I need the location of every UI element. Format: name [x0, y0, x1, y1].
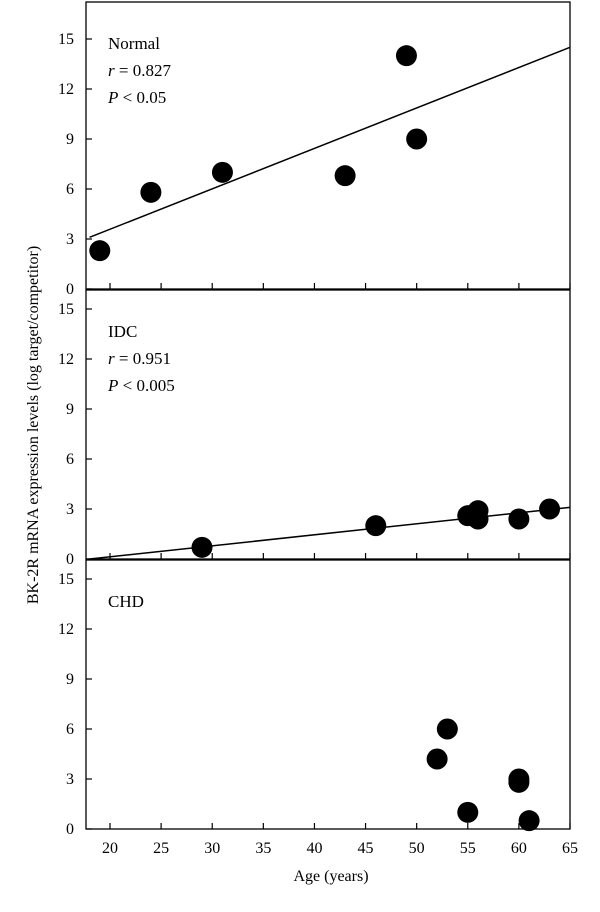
y-tick-label: 6 — [66, 181, 74, 198]
data-point — [467, 508, 489, 530]
x-tick-label: 50 — [409, 840, 425, 857]
x-tick-label: 35 — [255, 840, 271, 857]
data-point — [89, 240, 111, 262]
data-point — [365, 515, 387, 537]
data-point — [334, 165, 356, 187]
data-point — [457, 801, 479, 823]
data-point — [191, 536, 213, 558]
y-tick-label: 3 — [66, 771, 74, 788]
x-axis-label: Age (years) — [293, 868, 368, 885]
panel-stat: P < 0.05 — [107, 88, 166, 107]
x-tick-label: 20 — [102, 840, 118, 857]
panel-stat: r = 0.951 — [108, 349, 171, 368]
data-point — [395, 45, 417, 67]
data-point — [539, 498, 561, 520]
panel-label: IDC — [108, 322, 137, 341]
regression-line — [89, 46, 571, 239]
x-tick-label: 40 — [306, 840, 322, 857]
y-tick-label: 15 — [58, 571, 74, 588]
data-point — [518, 810, 540, 832]
y-tick-label: 15 — [58, 301, 74, 318]
x-tick-label: 25 — [153, 840, 169, 857]
panel-stat: P < 0.005 — [107, 376, 175, 395]
y-tick-label: 0 — [66, 281, 74, 298]
data-point — [436, 718, 458, 740]
data-point — [140, 181, 162, 203]
y-tick-label: 12 — [58, 621, 74, 638]
data-point — [426, 748, 448, 770]
x-tick-label: 60 — [511, 840, 527, 857]
panel-label: CHD — [108, 592, 144, 611]
panel-normal: 0 3 6 9 12 15 Normal r = 0.827 P < 0.05 — [58, 1, 571, 298]
panel-frame — [85, 1, 571, 290]
x-tick-label: 30 — [204, 840, 220, 857]
y-tick-label: 15 — [58, 31, 74, 48]
y-tick-label: 12 — [58, 351, 74, 368]
y-axis-label: BK-2R mRNA expression levels (log target… — [25, 246, 42, 604]
panel-stat: r = 0.827 — [108, 61, 171, 80]
y-tick-label: 12 — [58, 81, 74, 98]
y-tick-label: 6 — [66, 451, 74, 468]
regression-line — [89, 506, 571, 560]
data-point — [211, 161, 233, 183]
y-tick-label: 9 — [66, 131, 74, 148]
panel-idc: 0 3 6 9 12 15 IDC r = 0.951 P < 0.005 — [58, 289, 571, 568]
y-tick-label: 0 — [66, 821, 74, 838]
data-point — [508, 771, 530, 793]
y-tick-label: 0 — [66, 551, 74, 568]
data-point — [508, 508, 530, 530]
x-tick-label: 45 — [358, 840, 374, 857]
y-tick-label: 3 — [66, 231, 74, 248]
x-tick-label: 65 — [562, 840, 578, 857]
y-tick-label: 6 — [66, 721, 74, 738]
panel-frame — [85, 289, 571, 560]
panel-label: Normal — [108, 34, 160, 53]
x-tick-label: 55 — [460, 840, 476, 857]
panel-frame — [85, 559, 571, 830]
y-tick-label: 9 — [66, 671, 74, 688]
panel-chd: 0 3 6 9 12 15 20 25 30 35 40 45 50 55 60 65 CHD — [58, 559, 578, 857]
y-tick-label: 3 — [66, 501, 74, 518]
y-tick-label: 9 — [66, 401, 74, 418]
panels-group: 0 3 6 9 12 15 Normal r = 0.827 P < 0.05 0 3 6 9 12 15 I… — [58, 1, 578, 857]
data-point — [406, 128, 428, 150]
